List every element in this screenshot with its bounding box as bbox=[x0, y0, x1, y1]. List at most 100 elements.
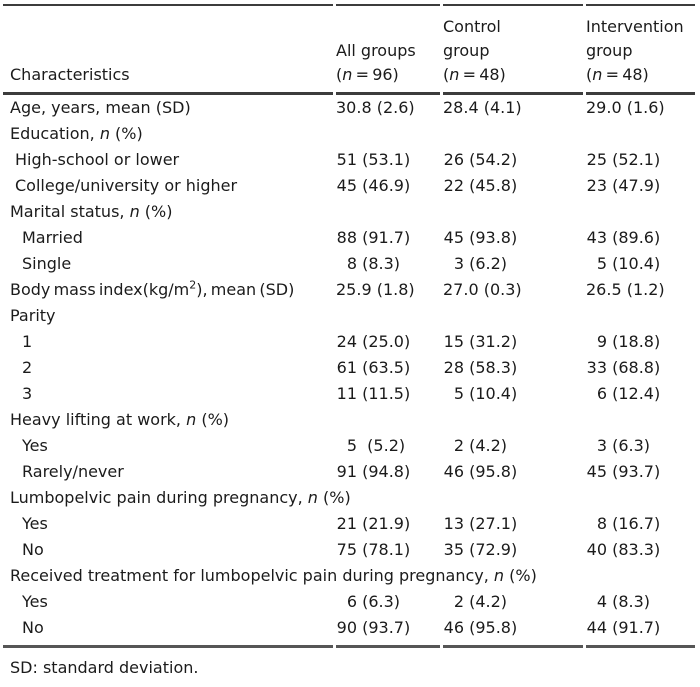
percent-value: (25.0) bbox=[362, 332, 411, 351]
value-cell: 29.0 (1.6) bbox=[586, 95, 695, 121]
count-value: 46 bbox=[443, 462, 464, 481]
value-cell: 46 (95.8) bbox=[443, 459, 583, 485]
table-footnote: SD: standard deviation. bbox=[10, 658, 199, 677]
count-value: 22 bbox=[443, 176, 464, 195]
value-cell: 88 (91.7) bbox=[336, 225, 440, 251]
percent-value: (31.2) bbox=[469, 332, 518, 351]
column-header: Control group (n = 48) bbox=[443, 4, 583, 95]
percent-value: (95.8) bbox=[469, 462, 518, 481]
label-segment: 3 bbox=[22, 384, 33, 403]
count-value: 28.4 bbox=[443, 98, 479, 117]
row-label-cell: Lumbopelvic pain during pregnancy, n (%) bbox=[3, 485, 351, 511]
value-cell: 2 (4.2) bbox=[443, 433, 583, 459]
label-segment: Marital status, bbox=[10, 202, 130, 221]
percent-value: (93.7) bbox=[612, 462, 661, 481]
value-cell: 40 (83.3) bbox=[586, 537, 695, 563]
value-cell bbox=[443, 199, 583, 225]
count-value: 45 bbox=[336, 176, 357, 195]
count-value: 2 bbox=[453, 436, 464, 455]
value-cell: 91 (94.8) bbox=[336, 459, 440, 485]
value-cell: 45 (93.7) bbox=[586, 459, 695, 485]
table-row: Marital status, n (%) bbox=[3, 199, 695, 225]
value-cell bbox=[443, 121, 583, 147]
percent-value: (52.1) bbox=[612, 150, 661, 169]
value-cell: 6 (6.3) bbox=[336, 589, 440, 615]
percent-value: (83.3) bbox=[612, 540, 661, 559]
table-row: 3 11 (11.5) 5 (10.4) 6 (12.4) bbox=[3, 381, 695, 407]
label-segment: Yes bbox=[22, 592, 48, 611]
count-value: 21 bbox=[336, 514, 357, 533]
count-value: 13 bbox=[443, 514, 464, 533]
percent-value: (91.7) bbox=[362, 228, 411, 247]
value-cell bbox=[443, 303, 583, 329]
value-cell: 11 (11.5) bbox=[336, 381, 440, 407]
count-value: 5 bbox=[596, 254, 607, 273]
value-cell: 13 (27.1) bbox=[443, 511, 583, 537]
value-cell bbox=[336, 303, 440, 329]
label-segment: No bbox=[22, 618, 44, 637]
table-row: No 90 (93.7) 46 (95.8) 44 (91.7) bbox=[3, 615, 695, 648]
percent-value: (93.7) bbox=[362, 618, 411, 637]
table-row: High-school or lower 51 (53.1) 26 (54.2) 25… bbox=[3, 147, 695, 173]
count-value: 9 bbox=[596, 332, 607, 351]
row-label-cell: High-school or lower bbox=[3, 147, 333, 173]
row-label-cell: Yes bbox=[3, 511, 333, 537]
value-cell bbox=[586, 407, 695, 433]
value-cell: 15 (31.2) bbox=[443, 329, 583, 355]
percent-value: (95.8) bbox=[469, 618, 518, 637]
table-row: Yes 6 (6.3) 2 (4.2) 4 (8.3) bbox=[3, 589, 695, 615]
value-cell: 75 (78.1) bbox=[336, 537, 440, 563]
percent-value: (89.6) bbox=[612, 228, 661, 247]
value-cell: 8 (8.3) bbox=[336, 251, 440, 277]
count-value: 43 bbox=[586, 228, 607, 247]
percent-value: (72.9) bbox=[469, 540, 518, 559]
value-cell: 28 (58.3) bbox=[443, 355, 583, 381]
label-segment: ( bbox=[586, 65, 593, 84]
column-n-line: (n = 48) bbox=[586, 63, 695, 87]
table-row: Heavy lifting at work, n (%) bbox=[3, 407, 695, 433]
percent-value: (54.2) bbox=[469, 150, 518, 169]
count-value: 8 bbox=[346, 254, 357, 273]
count-value: 15 bbox=[443, 332, 464, 351]
count-value: 30.8 bbox=[336, 98, 372, 117]
value-cell: 61 (63.5) bbox=[336, 355, 440, 381]
characteristics-header: Characteristics bbox=[3, 4, 333, 95]
percent-value: (68.8) bbox=[612, 358, 661, 377]
column-header: All groups (n = 96) bbox=[336, 4, 440, 95]
row-label-cell: No bbox=[3, 537, 333, 563]
percent-value: (27.1) bbox=[469, 514, 518, 533]
table-row: Age, years, mean (SD) 30.8 (2.6) 28.4 (4.1… bbox=[3, 95, 695, 121]
count-value: 27.0 bbox=[443, 280, 479, 299]
row-label-cell: Married bbox=[3, 225, 333, 251]
table-row: Single 8 (8.3) 3 (6.2) 5 (10.4) bbox=[3, 251, 695, 277]
percent-value: (11.5) bbox=[362, 384, 411, 403]
count-value: 25.9 bbox=[336, 280, 372, 299]
label-segment: No bbox=[22, 540, 44, 559]
table-row: 1 24 (25.0) 15 (31.2) 9 (18.8) bbox=[3, 329, 695, 355]
percent-value: (8.3) bbox=[612, 592, 651, 611]
value-cell: 9 (18.8) bbox=[586, 329, 695, 355]
column-title-line: group bbox=[586, 41, 633, 60]
row-label-cell: Rarely/never bbox=[3, 459, 333, 485]
row-label-cell: Age, years, mean (SD) bbox=[3, 95, 333, 121]
value-cell bbox=[336, 199, 440, 225]
value-cell: 6 (12.4) bbox=[586, 381, 695, 407]
value-cell: 35 (72.9) bbox=[443, 537, 583, 563]
count-value: 23 bbox=[586, 176, 607, 195]
percent-value: (4.1) bbox=[483, 98, 522, 117]
value-cell: 28.4 (4.1) bbox=[443, 95, 583, 121]
label-segment: Single bbox=[22, 254, 72, 273]
value-cell: 90 (93.7) bbox=[336, 615, 440, 648]
count-value: 29.0 bbox=[586, 98, 622, 117]
label-segment: Education, bbox=[10, 124, 100, 143]
label-segment: College/university or higher bbox=[15, 176, 238, 195]
value-cell: 22 (45.8) bbox=[443, 173, 583, 199]
count-value: 5 bbox=[346, 436, 357, 455]
value-cell: 8 (16.7) bbox=[586, 511, 695, 537]
table-row: Body mass index(kg/m2), mean (SD) 25.9 (1… bbox=[3, 277, 695, 303]
value-cell: 4 (8.3) bbox=[586, 589, 695, 615]
value-cell: 2 (4.2) bbox=[443, 589, 583, 615]
row-label-cell: Education, n (%) bbox=[3, 121, 333, 147]
row-label-cell: No bbox=[3, 615, 333, 648]
label-segment: (%) bbox=[139, 202, 173, 221]
